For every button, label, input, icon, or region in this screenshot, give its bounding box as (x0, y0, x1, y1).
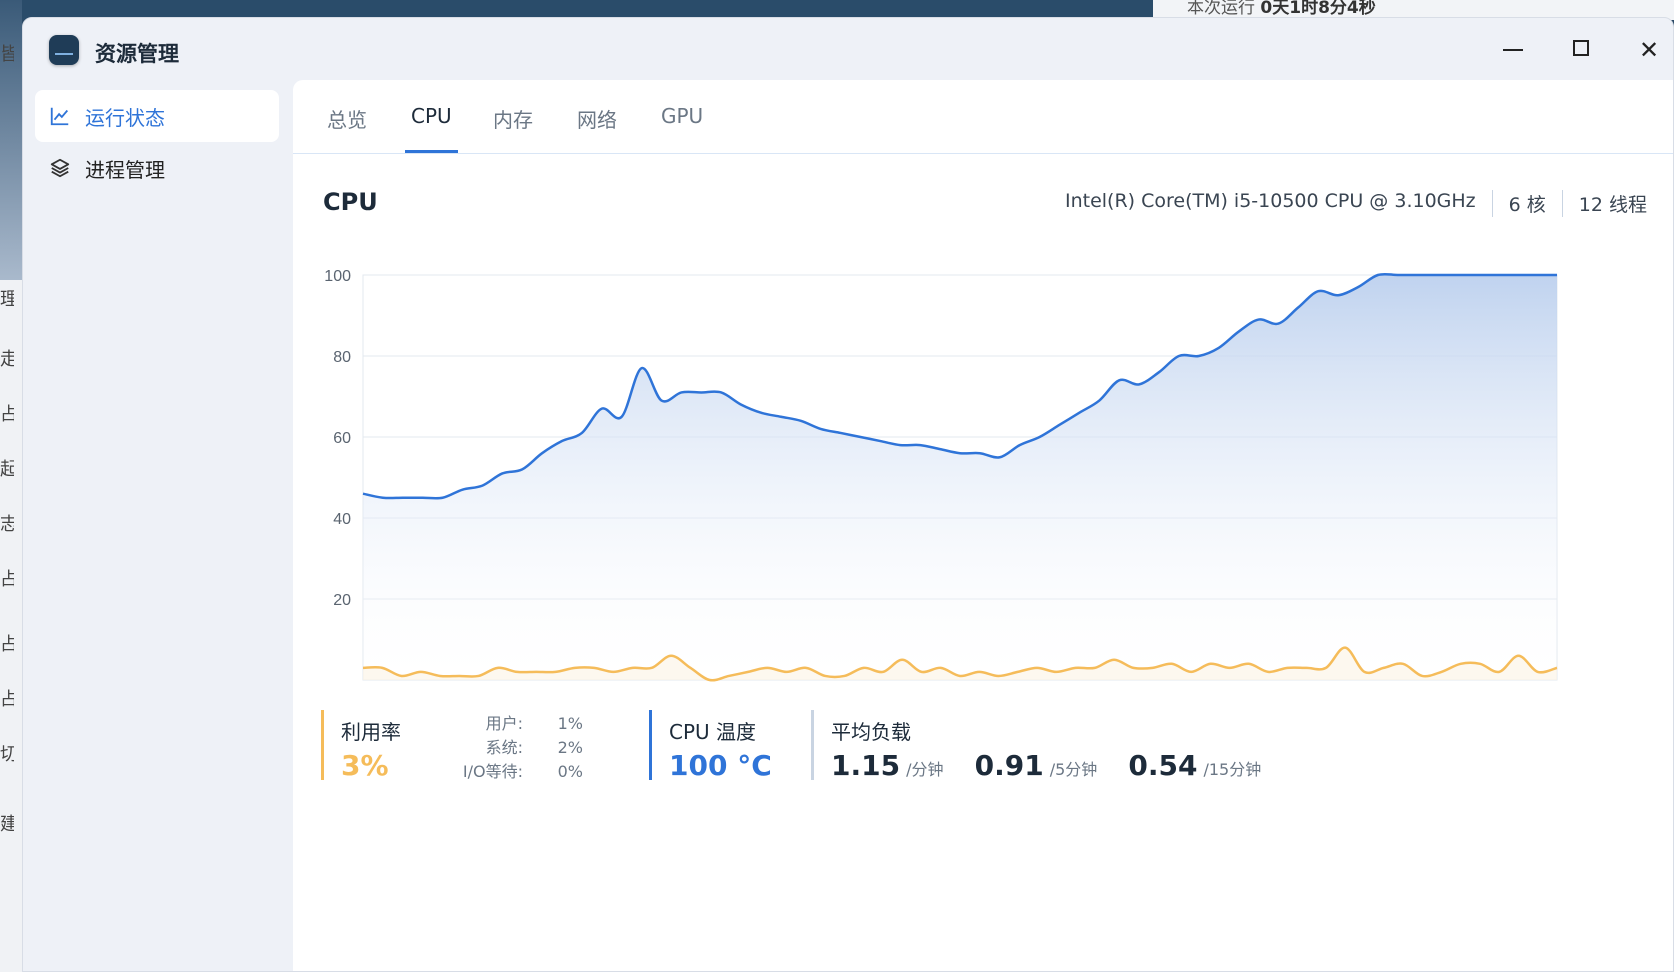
load-5min-value: 0.91 (974, 749, 1044, 782)
usage-value: 3% (341, 749, 389, 782)
temperature-value: 100 °C (669, 749, 772, 782)
desktop-left-glyph: 起 (0, 459, 14, 480)
uptime-label: 本次运行 (1187, 0, 1255, 18)
load-average-label: 平均负载 (831, 720, 911, 744)
desktop-left-glyph: 占 (0, 689, 14, 710)
sidebar-item-process-management[interactable]: 进程管理 (35, 142, 279, 194)
desktop-left-glyph: 占 (0, 404, 14, 425)
minimize-icon (1503, 49, 1523, 51)
desktop-left-glyph: 志 (0, 514, 14, 535)
load-average-stat: 平均负载 1.15/分钟 0.91/5分钟 0.54/15分钟 (811, 710, 1411, 782)
desktop-left-glyph: 占 (0, 634, 14, 655)
desktop-left-glyph: 切 (0, 744, 14, 765)
maximize-icon (1573, 40, 1589, 56)
main-panel: 总览 CPU 内存 网络 GPU CPU Intel(R) Core(TM) i… (293, 80, 1673, 971)
section-title: CPU (323, 188, 378, 216)
y-tick-label: 80 (333, 349, 351, 366)
layers-icon (50, 158, 70, 178)
desktop-left-glyph: 皆 (0, 44, 14, 65)
load-1min-value: 1.15 (831, 749, 901, 782)
series-2-line (362, 646, 1558, 682)
desktop-left-wallpaper (0, 0, 22, 280)
uptime-value: 0天1时8分4秒 (1260, 0, 1376, 18)
user-value: 1% (557, 714, 583, 733)
load-stat-bar (811, 710, 814, 780)
title-bar[interactable]: 资源管理 ✕ (23, 18, 1673, 84)
sidebar-item-running-status[interactable]: 运行状态 (35, 90, 279, 142)
sidebar-item-label: 进程管理 (85, 157, 165, 182)
temperature-label: CPU 温度 (669, 720, 757, 744)
close-button[interactable]: ✕ (1629, 32, 1669, 68)
desktop-left-glyph: 走 (0, 349, 14, 370)
desktop-left-glyph: 理 (0, 289, 14, 310)
load-1min: 1.15/分钟 (831, 749, 944, 782)
usage-label: 利用率 (341, 720, 401, 744)
load-1min-unit: /分钟 (906, 760, 944, 779)
io-wait-value: 0% (557, 762, 583, 781)
cpu-usage-chart: 20 40 60 80 100 (293, 240, 1673, 760)
temperature-stat: CPU 温度 100 °C (649, 710, 809, 782)
cpu-cores: 6 核 (1491, 190, 1562, 217)
app-icon (49, 35, 79, 65)
usage-stat-bar (321, 710, 324, 780)
tab-gpu[interactable]: GPU (661, 104, 704, 128)
tab-bar: 总览 CPU 内存 网络 GPU (293, 80, 1673, 154)
y-tick-label: 40 (333, 511, 351, 528)
close-icon: ✕ (1638, 36, 1660, 64)
line-chart-icon (50, 107, 69, 126)
load-5min: 0.91/5分钟 (975, 749, 1098, 782)
load-values: 1.15/分钟 0.91/5分钟 0.54/15分钟 (831, 749, 1411, 782)
load-5min-unit: /5分钟 (1049, 760, 1098, 779)
user-label: 用户: (485, 714, 523, 733)
chart-svg: 20 40 60 80 100 (324, 268, 1558, 682)
system-label: 系统: (485, 738, 523, 757)
sidebar: 运行状态 进程管理 (23, 84, 293, 971)
minimize-button[interactable] (1493, 32, 1533, 68)
system-value: 2% (557, 738, 583, 757)
y-tick-label: 100 (324, 268, 351, 285)
y-tick-label: 20 (333, 592, 351, 609)
series-1-area (363, 274, 1557, 680)
maximize-button[interactable] (1561, 32, 1601, 68)
usage-breakdown: 用户: 1% 系统: 2% I/O等待: 0% (453, 712, 583, 784)
tab-cpu[interactable]: CPU (405, 104, 458, 153)
cpu-threads: 12 线程 (1561, 190, 1647, 217)
cpu-info: Intel(R) Core(TM) i5-10500 CPU @ 3.10GHz… (1065, 190, 1647, 217)
series-1-line (362, 272, 1557, 500)
load-15min: 0.54/15分钟 (1128, 749, 1261, 782)
load-15min-unit: /15分钟 (1203, 760, 1262, 779)
temperature-stat-bar (649, 710, 652, 780)
resource-manager-window: 资源管理 ✕ 运行状态 进程管理 总览 CPU 内存 网络 GP (22, 17, 1674, 972)
series-2-area (363, 647, 1557, 681)
y-tick-label: 60 (333, 430, 351, 447)
stats-row: 利用率 3% 用户: 1% 系统: 2% I/O等待: 0% CPU 温度 100 °… (321, 710, 1621, 790)
sidebar-item-label: 运行状态 (85, 105, 165, 130)
io-wait-label: I/O等待: (462, 762, 523, 781)
load-15min-value: 0.54 (1128, 749, 1198, 782)
tab-network[interactable]: 网络 (577, 108, 617, 132)
desktop-left-glyph: 建 (0, 814, 14, 835)
tab-overview[interactable]: 总览 (327, 108, 367, 132)
window-title: 资源管理 (95, 42, 179, 66)
usage-stat: 利用率 3% 用户: 1% 系统: 2% I/O等待: 0% (321, 710, 621, 782)
tab-memory[interactable]: 内存 (493, 108, 533, 132)
cpu-model: Intel(R) Core(TM) i5-10500 CPU @ 3.10GHz (1064, 190, 1476, 212)
desktop-status-widget: 本次运行 0天1时8分4秒 (1153, 0, 1674, 20)
desktop-left-glyph: 占 (0, 569, 14, 590)
